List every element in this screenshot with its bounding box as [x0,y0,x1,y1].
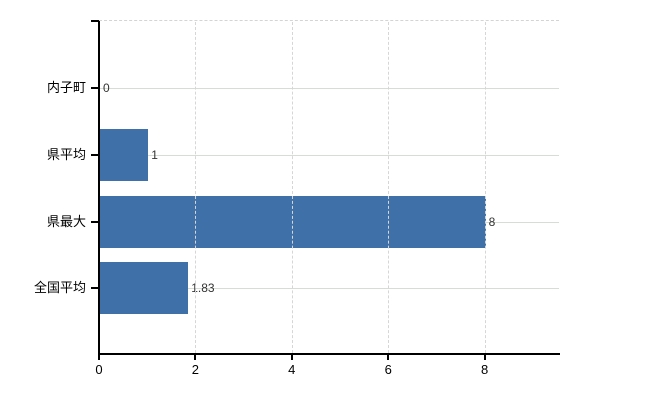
y-axis-tick [91,221,99,223]
x-tick-label: 8 [480,362,489,377]
v-gridline [195,22,197,353]
category-label: 全国平均 [33,280,86,295]
category-label: 内子町 [46,80,86,95]
x-axis-tick [387,355,390,360]
x-tick-label: 6 [384,362,392,377]
v-gridline [291,22,293,353]
bar-value-label: 8 [488,215,496,229]
category-label: 県最大 [46,214,86,229]
y-axis-tick [91,87,99,89]
bar-value-label: 1 [151,148,158,162]
x-axis-tick [98,355,100,360]
x-tick-label: 2 [191,362,199,377]
v-gridline [484,22,486,353]
bar [100,196,486,248]
h-gridline [100,88,559,89]
bar [100,262,188,314]
h-gridline [100,155,559,156]
bar-value-label: 1.83 [191,281,215,295]
x-tick-label: 4 [288,362,296,377]
y-axis-tick [91,154,99,156]
y-axis-end-tick [91,20,99,22]
plot-top-border [99,20,559,21]
category-label: 県平均 [46,147,86,162]
h-gridline [100,288,559,289]
bar [100,129,148,181]
x-axis-line [98,353,560,355]
x-axis-tick [290,355,293,360]
x-axis-tick [483,355,486,360]
bar-value-label: 0 [103,81,110,95]
x-tick-label: 0 [95,362,103,377]
y-axis-tick [91,287,99,289]
v-gridline [388,22,390,353]
x-axis-tick [194,355,197,360]
y-axis-line [98,21,100,360]
